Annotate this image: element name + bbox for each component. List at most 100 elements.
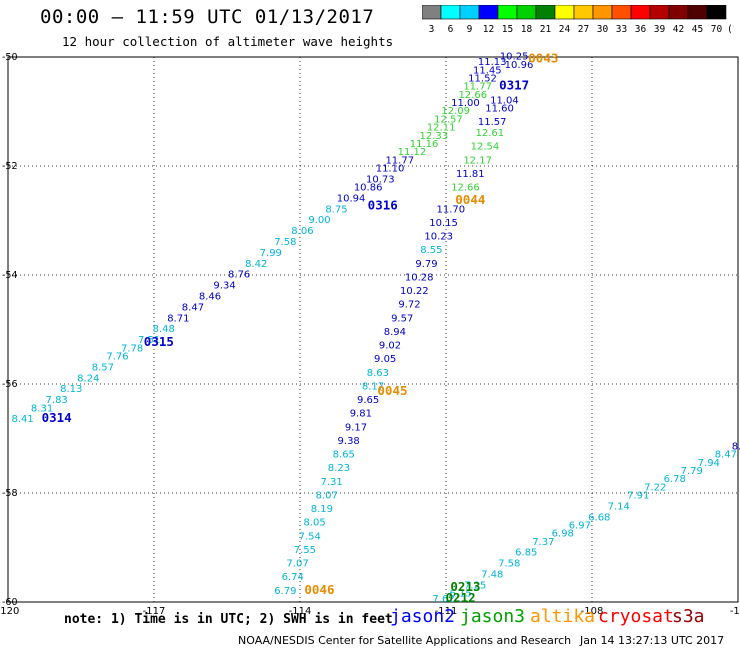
swh-value: 9.05 (374, 354, 396, 365)
swh-value: 10.96 (505, 60, 534, 71)
page-title: 00:00 – 11:59 UTC 01/13/2017 (40, 6, 375, 28)
swh-value: 10.28 (405, 272, 434, 283)
swh-value: 10.22 (400, 286, 429, 297)
swh-value: 7.78 (121, 343, 143, 354)
swh-value: 8.47 (715, 450, 737, 461)
swh-value: 8.17 (362, 381, 384, 392)
swh-value: 7.79 (681, 466, 703, 477)
swh-value: 9.79 (415, 259, 437, 270)
swh-value: 7.58 (274, 237, 296, 248)
pass-label: 0043 (528, 50, 558, 65)
pass-label: 0314 (42, 410, 72, 425)
map-frame (7, 56, 739, 603)
swh-value: 7.22 (644, 482, 666, 493)
swh-value: 11.60 (485, 104, 514, 115)
colorbar-label: 24 (559, 24, 571, 35)
swh-value: 12.66 (451, 183, 480, 194)
lat-tick-label: -54 (2, 270, 18, 281)
swh-value: 11.77 (463, 82, 492, 93)
swh-value: 8.55 (420, 245, 442, 256)
swh-value: 8.71 (167, 313, 189, 324)
swh-value: 11.00 (451, 98, 480, 109)
pass-label: 0044 (455, 192, 485, 207)
swh-value: 8.76 (228, 270, 250, 281)
pass-label: 0213 (450, 579, 480, 594)
swh-value: 7.31 (321, 477, 343, 488)
swh-value: 8.63 (367, 368, 389, 379)
lon-tick-label: -117 (143, 606, 166, 617)
swh-value: 10.86 (354, 183, 383, 194)
swh-value: 11.04 (490, 95, 519, 106)
pass-label: 0317 (499, 78, 529, 93)
swh-value: 8.94 (384, 327, 406, 338)
swh-value: 6.68 (588, 512, 610, 523)
swh-value: 7.91 (627, 490, 649, 501)
lon-tick-label: -111 (435, 606, 458, 617)
swh-value: 11.45 (473, 65, 502, 76)
swh-value: 6.85 (515, 548, 537, 559)
swh-value: 8.46 (199, 292, 221, 303)
swh-value: 9.81 (350, 409, 372, 420)
lon-tick-label: -10 (730, 606, 740, 617)
colorbar-swatch (706, 5, 727, 20)
swh-value: 8.19 (311, 504, 333, 515)
swh-value: 8.75 (325, 204, 347, 215)
lat-tick-label: -60 (2, 597, 18, 608)
swh-value: 8.13 (60, 384, 82, 395)
swh-value: 8.47 (182, 302, 204, 313)
swh-value: 8.31 (31, 403, 53, 414)
swh-value: 6.97 (569, 520, 591, 531)
colorbar-label: 27 (578, 24, 589, 35)
swh-value: 11.12 (398, 147, 427, 158)
swh-value: 9.02 (379, 341, 401, 352)
swh-value: 10.94 (337, 193, 366, 204)
swh-value: 9.34 (213, 281, 235, 292)
footer-note: note: 1) Time is in UTC; 2) SWH is in fe… (64, 612, 393, 627)
colorbar-label: 3 (429, 24, 435, 35)
swh-value: 7.94 (698, 458, 720, 469)
swh-value: 8.07 (316, 490, 338, 501)
swh-value: 7.25 (464, 580, 486, 591)
swh-value: 7.83 (46, 395, 68, 406)
lat-tick-label: -52 (2, 161, 18, 172)
swh-value: 9.57 (391, 313, 413, 324)
swh-value: 9.38 (338, 436, 360, 447)
swh-value: 12.17 (463, 155, 492, 166)
swh-value: 8.05 (303, 518, 325, 529)
colorbar-unit: (ft) (727, 24, 734, 35)
swh-value: 12.54 (471, 142, 500, 153)
swh-value: 12.61 (475, 128, 504, 139)
page-subtitle: 12 hour collection of altimeter wave hei… (62, 34, 394, 49)
swh-value: 7.54 (299, 531, 321, 542)
legend-entry-jason2: jason2 (390, 606, 456, 627)
swh-value: 7.48 (481, 569, 503, 580)
colorbar-label: 39 (654, 24, 666, 35)
legend-entry-altika: altika (530, 606, 596, 627)
credit-text: NOAA/NESDIS Center for Satellite Applica… (238, 634, 572, 647)
colorbar-label: 6 (448, 24, 454, 35)
swh-value: 7.14 (608, 501, 630, 512)
swh-value: 11.52 (468, 74, 497, 85)
swh-value: 7.55 (294, 545, 316, 556)
colorbar-label: 33 (616, 24, 627, 35)
swh-value: 12.33 (420, 131, 449, 142)
swh-value: 7.58 (498, 559, 520, 570)
colorbar-label: 18 (521, 24, 533, 35)
colorbar-label: 45 (692, 24, 703, 35)
swh-value: 10.73 (366, 174, 395, 185)
swh-value: 7.62 (432, 594, 454, 605)
pass-label: 0315 (144, 334, 174, 349)
legend-entry-s3a: s3a (672, 606, 705, 627)
swh-value: 8.42 (245, 259, 267, 270)
swh-value: 6.78 (664, 474, 686, 485)
swh-value: 6.74 (282, 572, 304, 583)
swh-value: 7.07 (286, 559, 308, 570)
swh-value: 12.66 (458, 90, 487, 101)
pass-label: 0316 (368, 198, 398, 213)
colorbar-label: 15 (502, 24, 513, 35)
swh-value: 8.41 (11, 414, 33, 425)
swh-value: 8.65 (333, 450, 355, 461)
lat-tick-label: -58 (2, 488, 18, 499)
lat-tick-label: -56 (2, 379, 18, 390)
